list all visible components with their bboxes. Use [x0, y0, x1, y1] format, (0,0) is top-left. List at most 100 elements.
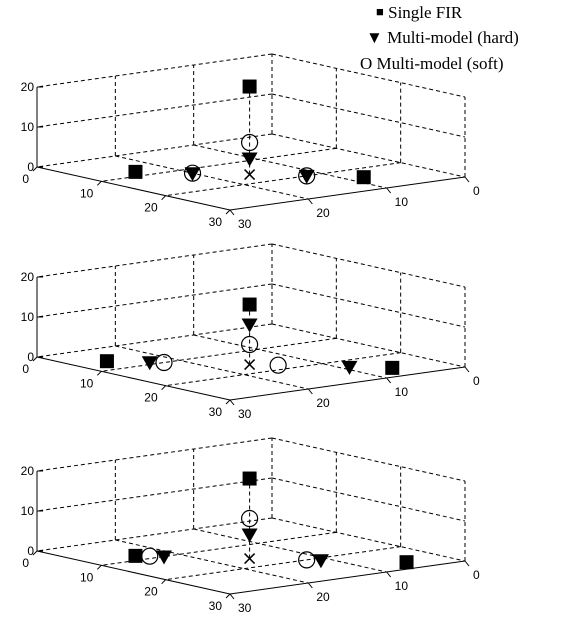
- grid-line: [271, 517, 466, 562]
- x-tick-label: 30: [209, 599, 223, 613]
- chart-3: 0 10 20 0 10 20 30 30 20 10 0: [21, 437, 480, 614]
- data-point-triangle: [241, 152, 258, 167]
- y-tick: [464, 176, 470, 183]
- chart-1: 0 10 20 0 10 20 30 30 20 10 0: [21, 53, 480, 230]
- data-point-circle: [141, 547, 159, 565]
- x-tick-label: 10: [80, 376, 94, 390]
- triangle-down-marker-icon: ▼: [366, 28, 383, 47]
- y-tick: [229, 399, 235, 406]
- legend-item-multi-model-hard: ▼ Multi-model (hard): [366, 28, 519, 48]
- legend-item-single-fir: ■ Single FIR: [376, 2, 462, 23]
- z-tick-label: 20: [21, 80, 35, 94]
- grid-line: [165, 546, 401, 581]
- data-point-triangle: [241, 318, 258, 333]
- y-tick: [464, 560, 470, 567]
- x-tick: [96, 180, 102, 186]
- data-point-x: [244, 359, 256, 371]
- legend-item-multi-model-soft: O Multi-model (soft): [360, 54, 504, 74]
- z-tick-label: 0: [27, 350, 34, 364]
- y-tick-label: 20: [316, 590, 330, 604]
- y-axis-line: [229, 560, 466, 595]
- data-point-circle: [241, 335, 259, 354]
- data-point-square: [242, 79, 257, 94]
- data-point-triangle: [341, 360, 358, 375]
- x-axis-line: [36, 550, 231, 595]
- y-tick-label: 10: [395, 195, 409, 209]
- grid-line: [36, 437, 273, 472]
- z-tick-label: 10: [21, 504, 35, 518]
- grid-line: [193, 334, 387, 379]
- legend-label: Multi-model (hard): [387, 28, 519, 47]
- grid-line: [271, 53, 466, 98]
- data-point-square: [356, 170, 371, 185]
- grid-line: [193, 528, 387, 573]
- y-tick: [229, 209, 235, 216]
- data-point-triangle: [298, 169, 315, 184]
- chart-panel-3: 0 10 20 0 10 20 30 30 20 10 0: [0, 414, 565, 614]
- y-tick-label: 0: [473, 374, 480, 388]
- legend-label: Single FIR: [388, 3, 463, 22]
- x-tick-label: 20: [144, 391, 158, 405]
- data-point-triangle: [312, 554, 329, 569]
- data-point-circle: [298, 551, 316, 569]
- z-tick-label: 0: [27, 544, 34, 558]
- grid-line: [115, 345, 309, 390]
- y-tick-label: 10: [395, 579, 409, 593]
- x-axis-line: [36, 356, 231, 401]
- x-tick: [32, 166, 38, 172]
- chart-2: 0 10 20 0 10 20 30 30 20 10 0: [21, 243, 480, 420]
- x-tick: [161, 195, 167, 201]
- grid-line: [115, 155, 309, 200]
- grid-line: [271, 323, 466, 368]
- y-axis-line: [229, 366, 466, 401]
- z-tick-label: 20: [21, 270, 35, 284]
- x-tick: [161, 385, 167, 391]
- z-tick-label: 10: [21, 120, 35, 134]
- y-tick-label: 20: [316, 396, 330, 410]
- grid-line: [271, 133, 466, 178]
- x-tick-label: 0: [22, 172, 29, 186]
- chart-panel-2: 0 10 20 0 10 20 30 30 20 10 0: [0, 220, 565, 420]
- y-tick: [229, 593, 235, 600]
- x-tick: [32, 356, 38, 362]
- grid-line: [271, 243, 466, 288]
- y-tick-label: 30: [238, 601, 252, 614]
- y-tick: [307, 388, 313, 395]
- x-tick-label: 0: [22, 362, 29, 376]
- y-tick: [386, 571, 392, 578]
- x-tick-label: 20: [144, 201, 158, 215]
- data-point-square: [385, 360, 400, 375]
- x-tick-label: 30: [209, 215, 223, 229]
- x-tick: [96, 370, 102, 376]
- data-point-square: [128, 548, 143, 563]
- grid-line: [36, 477, 273, 512]
- data-point-circle: [298, 167, 316, 185]
- y-tick-label: 30: [238, 217, 252, 230]
- grid-line: [165, 162, 401, 197]
- grid-line: [271, 283, 466, 328]
- data-point-square: [242, 471, 257, 486]
- data-point-square: [242, 297, 257, 312]
- y-tick-label: 0: [473, 568, 480, 582]
- x-tick: [161, 579, 167, 585]
- x-tick: [225, 593, 231, 599]
- grid-line: [36, 133, 273, 168]
- grid-line: [36, 283, 273, 318]
- data-point-square: [99, 354, 114, 369]
- data-point-circle: [241, 133, 259, 152]
- grid-line: [36, 323, 273, 358]
- y-tick: [386, 377, 392, 384]
- y-tick: [307, 198, 313, 205]
- legend: ■ Single FIR ▼ Multi-model (hard) O Mult…: [0, 0, 565, 80]
- data-point-triangle: [156, 550, 172, 565]
- grid-line: [36, 53, 273, 88]
- grid-line: [165, 352, 401, 387]
- data-point-circle: [155, 353, 173, 372]
- y-tick-label: 20: [316, 206, 330, 220]
- grid-line: [36, 517, 273, 552]
- y-axis-line: [229, 176, 466, 211]
- y-tick-label: 0: [473, 184, 480, 198]
- grid-line: [271, 93, 466, 138]
- data-point-circle: [241, 509, 259, 528]
- z-tick-label: 10: [21, 310, 35, 324]
